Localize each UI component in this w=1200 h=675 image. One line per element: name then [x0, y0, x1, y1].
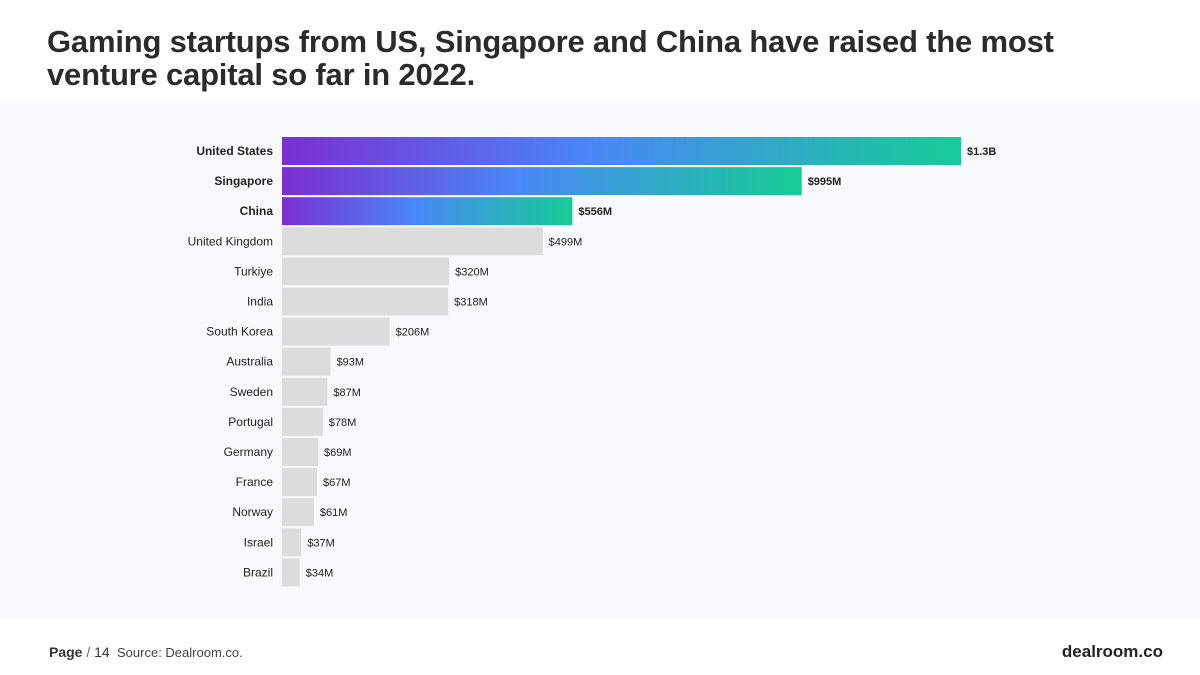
- bar-france: [282, 468, 317, 497]
- value-label: $320M: [455, 266, 489, 278]
- value-label: $995M: [808, 176, 842, 188]
- chart-panel: United States $1.3B Singapore $995M China $55…: [0, 101, 1200, 617]
- category-label: Israel: [244, 535, 273, 549]
- bar-australia: [282, 347, 331, 376]
- bar-chart: United States $1.3B Singapore $995M China $55…: [188, 137, 996, 587]
- bar-south-korea: [282, 317, 390, 346]
- category-label: United States: [196, 144, 273, 158]
- bars-group: United States $1.3B Singapore $995M China $55…: [188, 137, 996, 587]
- page-label: Page: [49, 644, 83, 660]
- bar-united-states: [282, 137, 961, 165]
- bar-china: [282, 197, 573, 226]
- value-label: $37M: [307, 537, 335, 549]
- bar-sweden: [282, 377, 328, 406]
- category-label: Brazil: [243, 565, 273, 579]
- value-label: $87M: [333, 387, 361, 399]
- value-label: $499M: [549, 236, 583, 248]
- page-number: 14: [94, 644, 110, 660]
- bar-united-kingdom: [282, 227, 543, 256]
- category-label: Singapore: [214, 174, 273, 188]
- value-label: $69M: [324, 447, 352, 459]
- category-label: Sweden: [230, 385, 273, 399]
- bar-germany: [282, 438, 319, 466]
- category-label: China: [240, 204, 274, 218]
- value-label: $556M: [578, 206, 612, 218]
- value-label: $1.3B: [967, 146, 996, 158]
- category-label: Norway: [232, 505, 273, 519]
- bar-portugal: [282, 407, 323, 436]
- page-title: Gaming startups from US, Singapore and C…: [47, 24, 1054, 92]
- value-label: $61M: [320, 507, 348, 519]
- page-indicator: Page / 14: [49, 644, 110, 660]
- category-label: Germany: [224, 445, 273, 459]
- footer: Page / 14 Source: Dealroom.co. dealroom.…: [0, 617, 1200, 675]
- bar-norway: [282, 498, 314, 527]
- bar-india: [282, 287, 449, 316]
- page-separator: /: [86, 644, 91, 660]
- value-label: $78M: [329, 417, 357, 429]
- category-label: Portugal: [228, 415, 273, 429]
- brand-logo: dealroom.co: [1061, 642, 1163, 661]
- bar-brazil: [282, 558, 300, 587]
- bar-israel: [282, 528, 302, 557]
- category-label: France: [236, 475, 274, 489]
- value-label: $67M: [323, 477, 351, 489]
- category-label: South Korea: [206, 325, 273, 339]
- category-label: Australia: [226, 355, 273, 369]
- bar-singapore: [282, 167, 802, 196]
- category-label: Turkiye: [234, 264, 273, 278]
- value-label: $206M: [396, 327, 430, 339]
- source-note: Source: Dealroom.co.: [117, 645, 243, 660]
- category-label: India: [247, 295, 273, 309]
- value-label: $93M: [337, 357, 365, 369]
- value-label: $34M: [306, 567, 334, 579]
- bar-turkiye: [282, 257, 450, 286]
- value-label: $318M: [454, 297, 488, 309]
- category-label: United Kingdom: [188, 234, 273, 248]
